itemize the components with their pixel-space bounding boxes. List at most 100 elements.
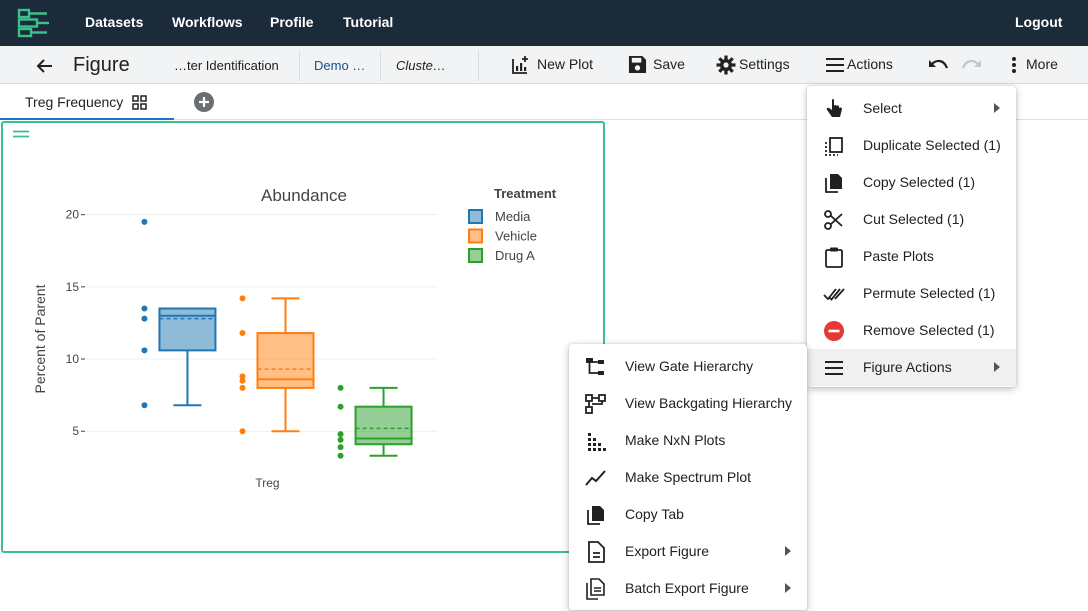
- menu-item-label: View Backgating Hierarchy: [625, 395, 793, 411]
- legend-label: Vehicle: [495, 229, 537, 244]
- box-media: [141, 218, 217, 409]
- more-label: More: [1026, 56, 1058, 72]
- figure-actions-item-make-spectrum-plot[interactable]: Make Spectrum Plot: [569, 459, 807, 496]
- data-point: [239, 384, 246, 391]
- settings-label: Settings: [739, 56, 790, 72]
- data-point: [337, 444, 344, 451]
- nav-tutorial[interactable]: Tutorial: [343, 14, 394, 30]
- undo-icon[interactable]: [928, 58, 950, 74]
- menu-item-label: Permute Selected (1): [863, 285, 996, 301]
- legend-item-media[interactable]: Media: [468, 209, 531, 224]
- legend-title: Treatment: [494, 186, 557, 201]
- duplicate-icon: [825, 137, 843, 156]
- grid-dots-icon: [588, 433, 606, 451]
- actions-item-select[interactable]: Select: [807, 90, 1016, 127]
- legend-item-drug-a[interactable]: Drug A: [468, 248, 535, 263]
- submenu-arrow-icon: [994, 362, 1000, 372]
- data-point: [141, 315, 148, 322]
- more-button[interactable]: More: [1008, 54, 1068, 76]
- actions-item-remove-selected[interactable]: Remove Selected (1): [807, 312, 1016, 349]
- x-tick-label: Treg: [255, 476, 279, 490]
- box-drug-a: [337, 384, 413, 459]
- figure-actions-item-view-backgating-hierarchy[interactable]: View Backgating Hierarchy: [569, 385, 807, 422]
- copy-icon: [825, 174, 842, 193]
- actions-item-duplicate-selected[interactable]: Duplicate Selected (1): [807, 127, 1016, 164]
- copy-icon: [587, 506, 604, 525]
- actions-item-figure-actions[interactable]: Figure Actions: [807, 349, 1016, 386]
- new-plot-icon: [512, 56, 528, 74]
- legend-swatch: [468, 248, 483, 263]
- plot-panel[interactable]: Abundance Percent of Parent 5 10 15 20 T…: [1, 121, 605, 553]
- clipboard-icon: [825, 247, 843, 268]
- save-button[interactable]: Save: [628, 54, 688, 76]
- menu-item-label: Export Figure: [625, 543, 710, 559]
- data-point: [337, 403, 344, 410]
- menu-item-label: Select: [863, 100, 902, 116]
- actions-menu: Select Duplicate Selected (1) Copy Selecte…: [807, 86, 1016, 387]
- legend: Treatment Media Vehicle Drug A: [468, 186, 557, 263]
- y-tick-label: 5: [72, 424, 79, 438]
- actions-button[interactable]: Actions: [825, 54, 900, 76]
- data-point: [141, 305, 148, 312]
- data-point: [239, 295, 246, 302]
- y-tick-label: 20: [66, 208, 80, 222]
- data-point: [239, 330, 246, 337]
- submenu-arrow-icon: [994, 103, 1000, 113]
- legend-swatch: [468, 228, 483, 244]
- actions-item-permute-selected[interactable]: Permute Selected (1): [807, 275, 1016, 312]
- divider: [299, 51, 300, 81]
- logout-button[interactable]: Logout: [1015, 14, 1063, 30]
- nav-profile[interactable]: Profile: [270, 14, 314, 30]
- more-vertical-icon: [1012, 57, 1016, 73]
- new-plot-button[interactable]: New Plot: [511, 54, 601, 76]
- remove-icon: [824, 321, 844, 341]
- drag-handle-icon[interactable]: [12, 130, 30, 138]
- data-point: [141, 218, 148, 225]
- backgating-icon: [585, 394, 606, 414]
- hierarchy-icon: [586, 358, 604, 375]
- breadcrumb-demo[interactable]: Demo …: [314, 58, 366, 73]
- figure-actions-item-batch-export-figure[interactable]: Batch Export Figure: [569, 570, 807, 607]
- floppy-disk-icon: [628, 55, 647, 74]
- figure-toolbar: Figure …ter Identification Demo … Cluste…: [0, 46, 1088, 84]
- submenu-arrow-icon: [785, 546, 791, 556]
- figure-actions-item-export-figure[interactable]: Export Figure: [569, 533, 807, 570]
- add-tab-icon[interactable]: [194, 92, 214, 112]
- nav-datasets[interactable]: Datasets: [85, 14, 144, 30]
- actions-item-paste-plots[interactable]: Paste Plots: [807, 238, 1016, 275]
- new-plot-label: New Plot: [537, 56, 594, 72]
- legend-label: Drug A: [495, 248, 535, 263]
- actions-item-copy-selected[interactable]: Copy Selected (1): [807, 164, 1016, 201]
- figure-actions-item-copy-tab[interactable]: Copy Tab: [569, 496, 807, 533]
- box-vehicle: [239, 295, 315, 435]
- y-axis-label: Percent of Parent: [32, 284, 48, 393]
- menu-item-label: Make Spectrum Plot: [625, 469, 752, 485]
- back-arrow-icon[interactable]: [35, 56, 55, 76]
- x-ticks: Treg: [255, 476, 279, 490]
- grid: [85, 214, 438, 432]
- figure-actions-item-make-nxn-plots[interactable]: Make NxN Plots: [569, 422, 807, 459]
- menu-item-label: Figure Actions: [863, 359, 952, 375]
- document-icon: [588, 541, 605, 563]
- menu-item-label: Make NxN Plots: [625, 432, 726, 448]
- menu-item-label: Remove Selected (1): [863, 322, 995, 338]
- grid-layout-icon[interactable]: [132, 95, 147, 110]
- legend-swatch: [468, 209, 483, 224]
- legend-item-vehicle[interactable]: Vehicle: [468, 228, 537, 244]
- menu-item-label: Batch Export Figure: [625, 580, 749, 596]
- breadcrumb-cluster[interactable]: Cluste…: [396, 58, 446, 73]
- breadcrumb-experiment[interactable]: …ter Identification: [174, 58, 279, 73]
- box-series: [141, 218, 413, 459]
- app-logo-icon[interactable]: [17, 8, 51, 38]
- settings-button[interactable]: Settings: [716, 54, 796, 76]
- menu-item-label: Copy Selected (1): [863, 174, 976, 190]
- y-ticks: 5 10 15 20: [66, 208, 85, 438]
- tab-treg-frequency[interactable]: Treg Frequency: [0, 84, 174, 120]
- actions-item-cut-selected[interactable]: Cut Selected (1): [807, 201, 1016, 238]
- nav-workflows[interactable]: Workflows: [172, 14, 243, 30]
- data-point: [337, 436, 344, 443]
- figure-actions-item-view-gate-hierarchy[interactable]: View Gate Hierarchy: [569, 348, 807, 385]
- divider: [380, 51, 381, 81]
- data-point: [239, 428, 246, 435]
- redo-icon[interactable]: [960, 58, 982, 74]
